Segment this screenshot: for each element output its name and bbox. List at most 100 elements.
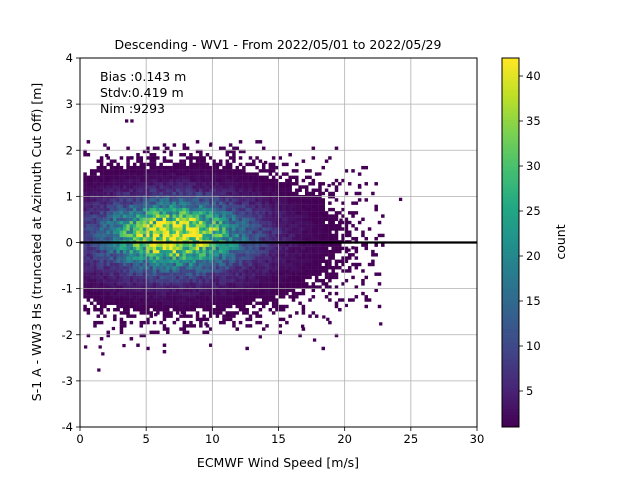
heatmap-cell [116,214,120,218]
heatmap-cell [242,253,246,257]
heatmap-cell [268,185,273,189]
heatmap-cell [212,262,216,267]
heatmap-cell [205,182,210,186]
heatmap-cell [205,295,210,299]
heatmap-cell [132,298,137,302]
heatmap-cell [142,256,147,260]
heatmap-cell [268,259,273,263]
heatmap-cell [195,266,200,270]
heatmap-cell [288,182,292,186]
heatmap-cell [175,204,180,209]
heatmap-cell [265,266,269,270]
heatmap-cell [225,182,230,186]
heatmap-cell [212,275,216,280]
heatmap-cell [113,243,117,247]
heatmap-cell [99,304,104,309]
heatmap-cell [202,243,206,247]
heatmap-cell [228,266,233,270]
heatmap-cell [182,182,187,186]
heatmap-cell [103,165,107,170]
heatmap-cell [93,217,97,222]
heatmap-cell [146,211,150,215]
heatmap-cell [116,307,120,312]
heatmap-cell [169,288,173,293]
heatmap-cell [126,220,130,225]
heatmap-cell [192,249,196,254]
heatmap-cell [255,236,259,241]
heatmap-cell [218,259,223,263]
colorbar-segment [502,328,519,333]
heatmap-cell [235,230,239,234]
heatmap-cell [308,201,312,205]
heatmap-cell [344,230,349,234]
heatmap-cell [93,291,97,296]
heatmap-cell [162,217,167,222]
heatmap-cell [192,266,196,270]
heatmap-cell [113,295,117,299]
heatmap-cell [156,243,160,247]
heatmap-cell [195,220,200,225]
heatmap-cell [212,207,216,212]
heatmap-cell [123,172,127,176]
heatmap-cell [351,214,355,218]
heatmap-cell [179,249,183,254]
heatmap-cell [205,249,210,254]
heatmap-cell [192,207,196,212]
heatmap-cell [278,278,283,283]
heatmap-cell [142,236,147,241]
heatmap-cell [341,207,345,212]
heatmap-cell [205,301,210,305]
heatmap-cell [166,307,170,312]
heatmap-cell [212,172,216,176]
heatmap-cell [142,172,147,176]
heatmap-cell [255,165,259,170]
heatmap-cell [328,278,332,283]
heatmap-cell [109,182,114,186]
heatmap-cell [119,317,124,322]
heatmap-cell [338,224,342,228]
heatmap-cell [99,288,104,293]
heatmap-cell [281,307,286,312]
heatmap-cell [263,160,268,165]
heatmap-cell [189,256,193,260]
heatmap-cell [172,288,177,293]
heatmap-cell [255,178,259,183]
heatmap-cell [182,285,187,289]
heatmap-cell [122,343,126,348]
heatmap-cell [142,162,147,167]
heatmap-cell [139,230,144,234]
heatmap-cell [285,288,289,293]
heatmap-cell [218,201,223,205]
heatmap-cell [89,201,94,205]
heatmap-cell [295,282,299,286]
heatmap-cell [169,304,173,309]
heatmap-cell [357,220,362,225]
heatmap-cell [248,262,253,267]
heatmap-cell [218,266,223,270]
heatmap-cell [126,188,130,192]
heatmap-cell [175,253,180,257]
heatmap-cell [93,272,97,276]
heatmap-cell [328,233,332,238]
heatmap-cell [126,246,130,251]
heatmap-cell [318,262,322,267]
heatmap-cell [295,262,299,267]
heatmap-cell [245,272,249,276]
heatmap-cell [228,282,233,286]
colorbar-segment [502,383,519,388]
heatmap-cell [162,327,167,331]
heatmap-cell [311,146,316,150]
heatmap-cell [132,217,137,222]
heatmap-cell [367,227,372,231]
heatmap-cell [89,259,94,263]
heatmap-cell [202,262,206,267]
heatmap-cell [89,178,94,183]
heatmap-cell [245,211,249,215]
heatmap-cell [99,172,104,176]
heatmap-cell [182,256,187,260]
heatmap-cell [195,156,200,160]
heatmap-cell [113,314,117,318]
heatmap-cell [119,230,124,234]
heatmap-cell [146,320,150,325]
heatmap-cell [96,169,101,173]
